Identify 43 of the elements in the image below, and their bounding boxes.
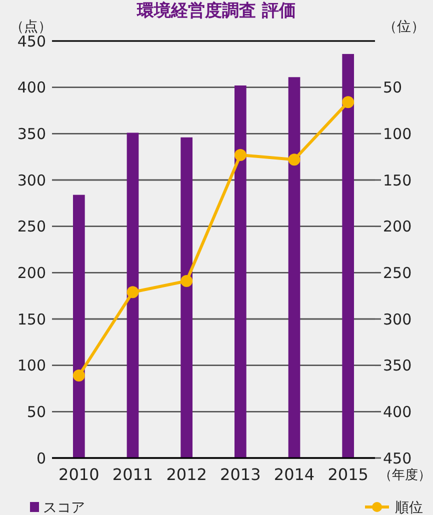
y-tick-label: 100	[17, 356, 46, 375]
y2-tick-label: 450	[383, 449, 412, 468]
x-tick-label: 2013	[220, 465, 261, 484]
y-tick-label: 150	[17, 310, 46, 328]
legend-label: 順位	[395, 500, 423, 515]
x-tick-label: 2011	[112, 465, 154, 484]
point	[342, 96, 354, 108]
y2-tick-label: 250	[383, 264, 412, 282]
y2-tick-label: 50	[383, 78, 402, 97]
point	[72, 370, 85, 382]
y-tick-label: 50	[26, 402, 46, 421]
y-tick-label: 400	[17, 78, 46, 97]
y2-tick-label: 150	[383, 171, 412, 190]
x-axis-title: （年度）	[379, 467, 431, 483]
y2-tick-label: 200	[383, 218, 412, 236]
y-tick-label: 0	[36, 449, 46, 468]
x-tick-label: 2015	[328, 465, 368, 484]
point	[126, 286, 139, 298]
bar	[126, 132, 139, 458]
bar	[72, 194, 85, 458]
chart-title: 環境経営度調査 評価	[136, 1, 296, 21]
y-tick-label: 450	[17, 32, 46, 50]
y-tick-label: 200	[17, 264, 46, 282]
point	[234, 148, 246, 161]
y-axis-title: （点）	[10, 19, 52, 35]
y2-tick-label: 100	[383, 124, 412, 143]
y-tick-label: 300	[17, 171, 46, 190]
x-tick-label: 2014	[274, 465, 315, 484]
y2-tick-label: 400	[383, 402, 412, 421]
x-tick-label: 2012	[166, 465, 207, 484]
point	[180, 275, 193, 288]
x-tick-label: 2010	[58, 465, 100, 484]
y-tick-label: 250	[17, 218, 46, 236]
y2-tick-label: 300	[383, 310, 412, 328]
bar	[234, 85, 246, 458]
legend-label: スコア	[43, 500, 85, 515]
bar	[288, 77, 300, 458]
y2-tick-label: 350	[383, 356, 412, 375]
point	[288, 154, 300, 166]
bar	[180, 137, 193, 458]
y-tick-label: 350	[17, 124, 46, 143]
bar	[342, 54, 354, 458]
y2-axis-title: （位）	[383, 19, 425, 35]
